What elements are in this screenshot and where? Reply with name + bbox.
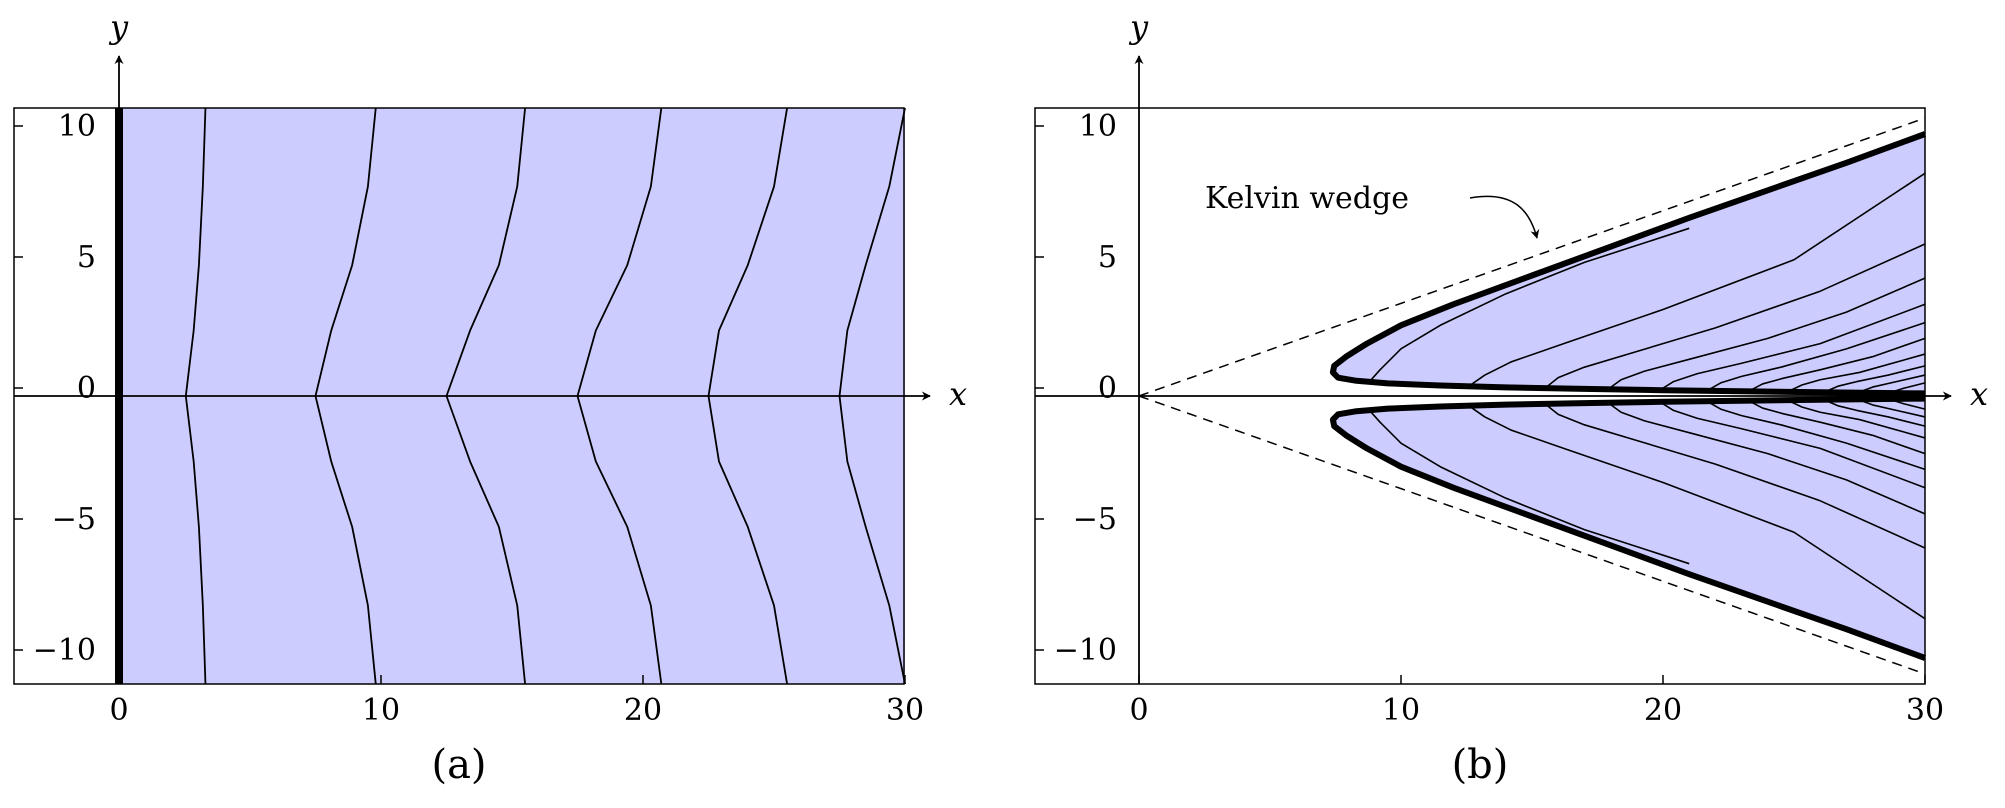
y-tick-label: −10 bbox=[1054, 633, 1117, 668]
panel-a-y-ticks: −10 −5 0 5 10 bbox=[14, 109, 96, 668]
wave-crest-lower-1 bbox=[1368, 409, 1690, 565]
panel-b-fill-upper bbox=[1332, 134, 1925, 394]
panel-b-label: (b) bbox=[1452, 742, 1509, 788]
panel-a-label: (a) bbox=[431, 742, 486, 788]
wave-crest-upper-6 bbox=[1709, 321, 1926, 390]
panel-a-x-ticks: 0 10 20 30 bbox=[109, 675, 924, 728]
panel-b-boundary-lower bbox=[1329, 395, 1927, 661]
y-tick-label: 0 bbox=[77, 371, 96, 406]
wave-crest-upper-7 bbox=[1751, 337, 1926, 391]
wave-crest-upper-10 bbox=[1861, 374, 1926, 392]
panel-b-x-axis-label: x bbox=[1970, 375, 1988, 413]
wave-crest-upper-4 bbox=[1610, 277, 1926, 389]
panel-b-curves bbox=[1368, 172, 1926, 620]
x-tick-label: 10 bbox=[362, 693, 400, 728]
y-tick-label: 0 bbox=[1098, 371, 1117, 406]
y-tick-label: −10 bbox=[33, 633, 96, 668]
wave-crest-upper-3 bbox=[1547, 243, 1926, 387]
wave-crest-lower-8 bbox=[1791, 401, 1926, 439]
panel-a-x-axis-label: x bbox=[949, 375, 967, 413]
x-tick-label: 30 bbox=[886, 693, 924, 728]
wave-crest-upper-8 bbox=[1791, 353, 1926, 391]
wave-crest-lower-10 bbox=[1861, 400, 1926, 418]
wave-crest-lower-5 bbox=[1662, 403, 1926, 489]
panel-b-fill-lower bbox=[1332, 398, 1925, 658]
wave-crest-lower-9 bbox=[1827, 400, 1926, 427]
panel-b-wedge-line-lower bbox=[1138, 395, 1926, 675]
wave-crest-lower-3 bbox=[1547, 405, 1926, 549]
panel-b-x-ticks: 0 10 20 30 bbox=[1129, 675, 1944, 728]
x-tick-label: 0 bbox=[109, 693, 128, 728]
kelvin-wedge-annotation: Kelvin wedge bbox=[1205, 181, 1409, 216]
wave-crest-upper-5 bbox=[1662, 303, 1926, 389]
panel-a-y-axis-label: y bbox=[108, 8, 129, 46]
y-tick-label: 10 bbox=[58, 109, 96, 144]
y-tick-label: −5 bbox=[52, 502, 96, 537]
panel-b-wedge-line-upper bbox=[1138, 117, 1926, 397]
kelvin-wedge-pointer bbox=[1469, 195, 1540, 239]
y-tick-label: 5 bbox=[77, 240, 96, 275]
panel-b-y-axis-label: y bbox=[1128, 8, 1149, 46]
panel-b-boundary-upper bbox=[1329, 131, 1927, 397]
wave-crest-upper-1 bbox=[1368, 227, 1690, 383]
y-tick-label: 10 bbox=[1079, 109, 1117, 144]
wave-crest-lower-7 bbox=[1751, 401, 1926, 455]
y-tick-label: −5 bbox=[1073, 502, 1117, 537]
x-tick-label: 20 bbox=[1644, 693, 1682, 728]
x-tick-label: 10 bbox=[1382, 693, 1420, 728]
x-tick-label: 0 bbox=[1129, 693, 1148, 728]
wave-crest-upper-2 bbox=[1471, 172, 1926, 385]
wave-crest-lower-4 bbox=[1610, 403, 1926, 515]
x-tick-label: 30 bbox=[1906, 693, 1944, 728]
panel-b-y-ticks: −10 −5 0 5 10 bbox=[1035, 109, 1117, 668]
wave-crest-upper-9 bbox=[1827, 365, 1926, 392]
wave-crest-lower-2 bbox=[1471, 407, 1926, 620]
panel-a: 0 10 20 30 −10 −5 0 5 10 x y (a) bbox=[13, 8, 967, 788]
panel-b: 0 10 20 30 −10 −5 0 5 10 x y Kelvin wedge (b) bbox=[1034, 8, 1988, 788]
wave-crest-lower-6 bbox=[1709, 402, 1926, 471]
x-tick-label: 20 bbox=[624, 693, 662, 728]
y-tick-label: 5 bbox=[1098, 240, 1117, 275]
